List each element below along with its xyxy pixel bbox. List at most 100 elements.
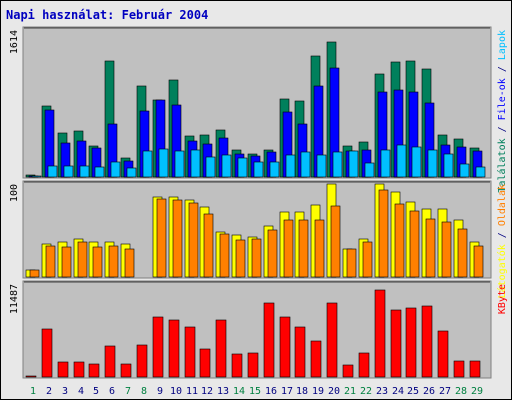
day-label-10: 10 [170,386,182,397]
bar-lapok-day-10 [174,150,185,178]
bar-oldalak-day-21 [346,248,357,278]
bar-oldalak-day-20 [330,205,341,278]
day-label-28: 28 [455,386,467,397]
bar-oldalak-day-25 [409,210,420,278]
panel-top-ymax-label: 1614 [9,30,20,54]
day-label-18: 18 [296,386,308,397]
bar-kbyte-day-26 [421,305,433,378]
bar-lapok-day-7 [126,167,137,178]
legend-segment: Látogatók [496,244,508,298]
day-label-27: 27 [439,386,451,397]
bar-lapok-day-1 [31,175,42,178]
bar-kbyte-day-4 [73,361,85,378]
day-label-6: 6 [109,386,115,397]
series-oldalak [29,189,484,278]
day-label-11: 11 [186,386,198,397]
bar-kbyte-day-23 [374,289,386,378]
bar-lapok-day-6 [110,161,121,178]
bar-kbyte-day-28 [453,360,465,378]
bar-oldalak-day-12 [203,213,214,278]
day-label-21: 21 [344,386,356,397]
panel-bottom-legend-label: KByte [497,284,508,314]
bar-kbyte-day-29 [469,360,481,378]
bar-lapok-day-12 [205,156,216,178]
bar-kbyte-day-18 [294,326,306,378]
day-label-2: 2 [46,386,52,397]
bar-oldalak-day-16 [267,229,278,278]
day-label-25: 25 [407,386,419,397]
bar-oldalak-day-5 [92,246,103,278]
day-label-17: 17 [281,386,293,397]
bar-lapok-day-26 [427,149,438,178]
panel-bottom: 11487 KByte [9,280,508,379]
bar-oldalak-day-19 [314,219,325,278]
bar-kbyte-day-15 [247,352,259,378]
day-label-22: 22 [360,386,372,397]
bar-lapok-day-20 [332,151,343,178]
bar-kbyte-day-5 [88,363,100,378]
bar-lapok-day-14 [237,157,248,178]
bar-kbyte-day-17 [279,316,291,378]
bar-oldalak-day-24 [394,203,405,278]
day-label-12: 12 [201,386,213,397]
panel-top-legend-label: Találatok / File-ok / Lapok [496,30,508,193]
bar-lapok-day-29 [475,166,486,178]
bar-kbyte-day-16 [263,302,275,378]
bar-kbyte-day-20 [326,302,338,378]
bar-lapok-day-3 [63,165,74,178]
day-label-29: 29 [471,386,483,397]
bar-kbyte-day-7 [120,363,132,378]
bar-lapok-day-22 [364,162,375,178]
day-label-19: 19 [312,386,324,397]
series-kbyte [25,289,481,378]
bar-oldalak-day-26 [425,218,436,278]
bar-lapok-day-5 [94,166,105,178]
chart-title: Napi használat: Február 2004 [6,8,208,22]
day-label-20: 20 [328,386,340,397]
panel-top: 1614 Találatok / File-ok / Lapok [9,26,508,193]
bar-lapok-day-19 [316,154,327,178]
series-lapok [31,144,486,178]
legend-segment: / [497,60,508,78]
bar-lapok-day-21 [348,150,359,178]
bar-oldalak-day-11 [188,202,199,278]
day-label-8: 8 [141,386,147,397]
day-label-16: 16 [265,386,277,397]
bar-oldalak-day-14 [235,239,246,278]
bar-oldalak-day-17 [283,219,294,278]
day-label-3: 3 [62,386,68,397]
day-label-26: 26 [423,386,435,397]
day-label-23: 23 [376,386,388,397]
bar-lapok-day-25 [411,146,422,178]
bar-lapok-day-15 [253,161,264,178]
bar-kbyte-day-8 [136,344,148,378]
bar-kbyte-day-21 [342,364,354,378]
bar-lapok-day-23 [380,149,391,178]
bar-oldalak-day-6 [108,245,119,278]
legend-segment: KByte [497,284,508,314]
bar-oldalak-day-2 [45,245,56,278]
day-label-14: 14 [233,386,245,397]
bar-lapok-day-4 [79,165,90,178]
day-label-4: 4 [78,386,84,397]
bar-kbyte-day-19 [310,340,322,378]
bar-kbyte-day-10 [168,319,180,378]
bar-kbyte-day-11 [184,326,196,378]
bar-oldalak-day-7 [124,248,135,278]
bar-oldalak-day-22 [362,241,373,278]
bar-lapok-day-13 [221,154,232,178]
day-label-7: 7 [125,386,131,397]
bar-kbyte-day-22 [358,352,370,378]
bar-lapok-day-27 [443,153,454,178]
legend-segment: Lapok [497,30,508,60]
legend-segment: / [497,120,508,138]
bar-kbyte-day-12 [199,348,211,378]
day-label-1: 1 [30,386,36,397]
bar-lapok-day-24 [396,144,407,178]
panel-middle: 100 Látogatók / Oldalak [9,180,508,298]
bar-kbyte-day-24 [390,309,402,378]
bar-oldalak-day-4 [77,241,88,278]
bar-lapok-day-2 [47,165,58,178]
